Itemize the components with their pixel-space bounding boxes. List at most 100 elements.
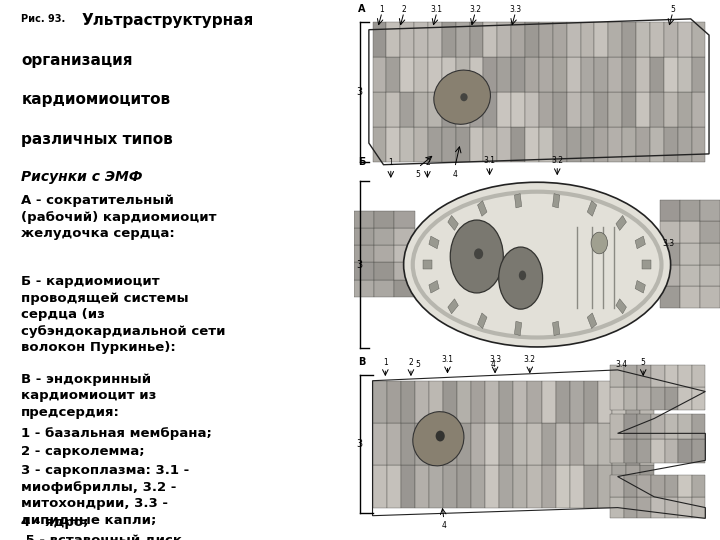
Bar: [660, 286, 680, 308]
Bar: [595, 57, 608, 92]
Bar: [611, 415, 624, 438]
Bar: [553, 92, 567, 127]
Bar: [612, 423, 626, 465]
Bar: [664, 57, 678, 92]
Bar: [372, 57, 387, 92]
Bar: [637, 364, 651, 388]
Bar: [457, 465, 471, 508]
Bar: [626, 423, 640, 465]
Bar: [354, 280, 374, 297]
Bar: [428, 57, 442, 92]
Bar: [612, 465, 626, 508]
Bar: [528, 465, 541, 508]
Bar: [700, 265, 720, 286]
Bar: [635, 236, 645, 249]
Bar: [678, 475, 692, 497]
Text: 2: 2: [401, 4, 406, 14]
Bar: [514, 321, 522, 335]
Bar: [692, 438, 706, 463]
Bar: [354, 245, 374, 262]
Bar: [387, 92, 400, 127]
Bar: [511, 22, 525, 57]
Bar: [428, 127, 442, 162]
Bar: [469, 92, 483, 127]
Bar: [485, 381, 499, 423]
Bar: [483, 22, 498, 57]
Bar: [442, 127, 456, 162]
Bar: [567, 57, 580, 92]
Text: 1 - базальная мембрана;: 1 - базальная мембрана;: [22, 427, 212, 440]
Text: 3.2: 3.2: [552, 156, 563, 165]
Bar: [692, 497, 706, 518]
Bar: [541, 423, 556, 465]
Bar: [692, 388, 706, 410]
Bar: [678, 364, 692, 388]
Bar: [611, 438, 624, 463]
Bar: [691, 22, 706, 57]
Bar: [469, 22, 483, 57]
Bar: [651, 438, 665, 463]
Bar: [471, 465, 485, 508]
Ellipse shape: [413, 411, 464, 466]
Bar: [372, 381, 387, 423]
Bar: [387, 22, 400, 57]
Bar: [611, 497, 624, 518]
Bar: [539, 22, 553, 57]
Bar: [624, 438, 637, 463]
Bar: [414, 92, 428, 127]
Text: 3.2: 3.2: [469, 4, 481, 14]
Bar: [691, 92, 706, 127]
Bar: [477, 313, 487, 328]
Bar: [598, 465, 612, 508]
Bar: [528, 423, 541, 465]
Ellipse shape: [499, 247, 543, 309]
Bar: [637, 388, 651, 410]
Text: 3.1: 3.1: [441, 355, 454, 364]
Bar: [680, 243, 700, 265]
Bar: [541, 381, 556, 423]
Bar: [429, 423, 443, 465]
Bar: [457, 423, 471, 465]
Bar: [678, 415, 692, 438]
Bar: [553, 22, 567, 57]
Ellipse shape: [460, 93, 467, 102]
Text: 4: 4: [491, 360, 495, 369]
Bar: [642, 260, 651, 269]
Text: 3: 3: [356, 87, 362, 97]
Bar: [456, 57, 469, 92]
Bar: [415, 423, 429, 465]
Bar: [636, 22, 650, 57]
Bar: [387, 57, 400, 92]
Bar: [372, 127, 387, 162]
Bar: [423, 260, 432, 269]
Bar: [401, 465, 415, 508]
Bar: [387, 127, 400, 162]
Bar: [395, 280, 415, 297]
Bar: [525, 57, 539, 92]
Bar: [471, 381, 485, 423]
Bar: [567, 22, 580, 57]
Bar: [525, 127, 539, 162]
Bar: [584, 381, 598, 423]
Bar: [485, 423, 499, 465]
Bar: [525, 92, 539, 127]
Bar: [608, 57, 622, 92]
Ellipse shape: [450, 220, 503, 293]
Bar: [665, 364, 678, 388]
Bar: [511, 127, 525, 162]
Bar: [598, 423, 612, 465]
Bar: [636, 92, 650, 127]
Bar: [608, 92, 622, 127]
Bar: [401, 381, 415, 423]
Bar: [678, 127, 691, 162]
Bar: [624, 497, 637, 518]
Bar: [456, 127, 469, 162]
Ellipse shape: [519, 271, 526, 280]
Bar: [650, 127, 664, 162]
Bar: [665, 388, 678, 410]
Bar: [624, 475, 637, 497]
Bar: [567, 92, 580, 127]
Bar: [691, 127, 706, 162]
Text: 4 - ядро;: 4 - ядро;: [22, 516, 89, 529]
Ellipse shape: [591, 232, 608, 254]
